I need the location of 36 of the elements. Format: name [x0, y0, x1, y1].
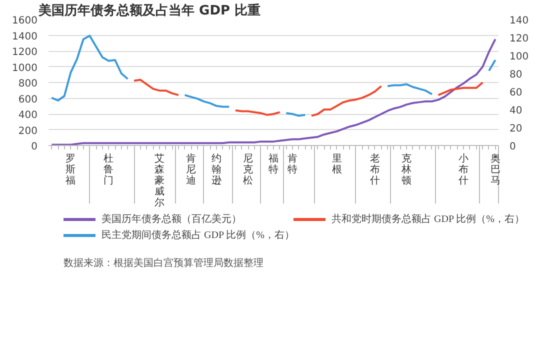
y-tick-label: 600: [18, 94, 38, 106]
y-tick-label: 1400: [12, 31, 38, 42]
y2-tick-label: 80: [510, 70, 522, 80]
x-tick-label: 艾森豪威尔: [154, 152, 164, 208]
chart-title: 美国历年债务总额及占当年 GDP 比重: [38, 2, 261, 18]
x-tick-label: 奥巴马: [490, 152, 500, 186]
x-tick-label: 老布什: [370, 152, 380, 186]
x-tick-label: 里根: [332, 154, 342, 176]
y-tick-label: 400: [18, 110, 38, 121]
x-tick-label: 小布什: [458, 152, 469, 186]
line-series: [50, 38, 496, 146]
x-tick-label: 福特: [268, 152, 278, 176]
y-tick-label: 0: [31, 142, 38, 152]
y-tick-label: 800: [18, 78, 38, 90]
source-note: 数据来源：根据美国白宫预算管理局数据整理: [64, 257, 264, 269]
legend-label: 民主党期间债务总额占 GDP 比例（%，右）: [102, 229, 294, 241]
legend-label: 美国历年债务总额（百亿美元）: [102, 213, 242, 225]
y2-tick-label: 120: [510, 34, 529, 44]
y2-tick-label: 60: [510, 88, 522, 98]
x-tick-label: 尼克松: [243, 154, 254, 186]
y-tick-label: 200: [18, 126, 38, 137]
x-tick-label: 克林顿: [400, 152, 412, 186]
y-tick-label: 1600: [12, 16, 38, 26]
x-tick-label: 肯特: [288, 152, 298, 176]
legend-label: 共和党时期债务总额占 GDP 比例（%，右）: [332, 213, 524, 225]
y-tick-label: 1200: [12, 47, 38, 58]
x-tick-label: 杜鲁门: [104, 152, 114, 186]
y-tick-label: 1000: [12, 62, 38, 74]
x-tick-label: 罗斯福: [66, 154, 76, 186]
x-tick-label: 肯尼迪: [186, 152, 196, 186]
y2-tick-label: 40: [510, 106, 522, 116]
y2-tick-label: 0: [510, 142, 516, 152]
y2-tick-label: 140: [510, 16, 529, 26]
y2-tick-label: 20: [510, 124, 522, 134]
y2-tick-label: 100: [510, 52, 529, 62]
x-tick-label: 约翰逊: [211, 152, 222, 186]
